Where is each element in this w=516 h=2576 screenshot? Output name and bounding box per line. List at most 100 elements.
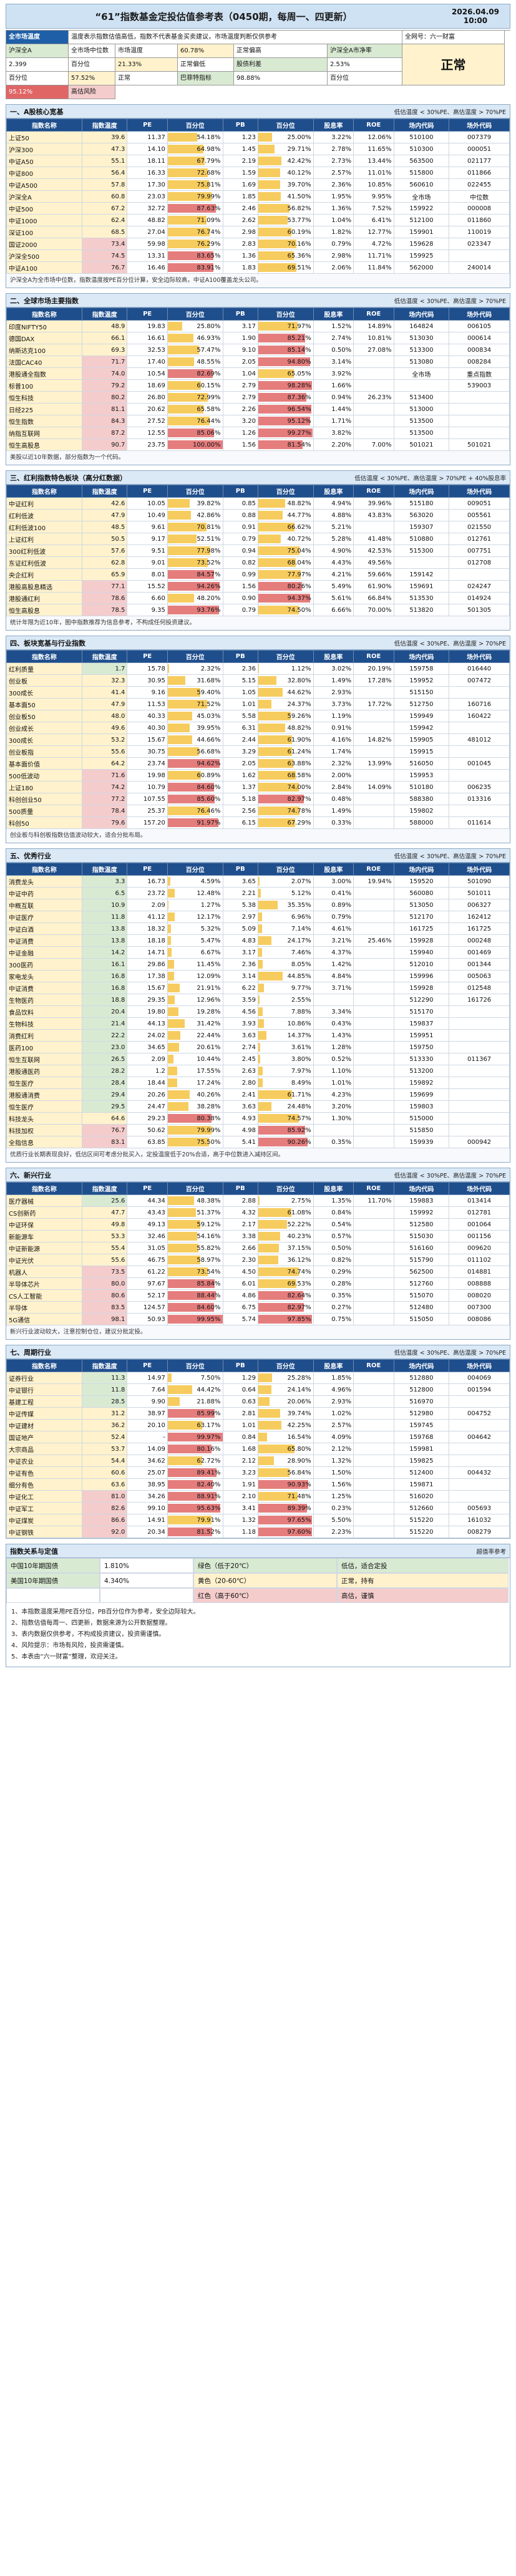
index-name: 红利低波100 bbox=[6, 521, 82, 533]
section-title: 一、A股核心宽基 bbox=[10, 107, 64, 116]
percentile-value: 89.41% bbox=[197, 1469, 221, 1476]
index-name: 基建工程 bbox=[6, 1395, 82, 1408]
pb-percentile: 68.58% bbox=[257, 769, 314, 782]
percentile-value: 40.12% bbox=[287, 169, 311, 177]
pb-value: 3.17 bbox=[222, 320, 258, 332]
index-name: 300红利低波 bbox=[6, 545, 82, 557]
otc-code: 161032 bbox=[449, 1514, 510, 1526]
index-name: 恒生高股息 bbox=[6, 604, 82, 616]
section-header: 四、板块宽基与行业指数 低估温度 < 30%PE、高估温度 > 70%PE bbox=[6, 636, 510, 650]
pe-percentile: 99.97% bbox=[167, 1431, 223, 1443]
index-temperature: 74.2 bbox=[81, 781, 128, 793]
exchange-code: 512170 bbox=[393, 911, 450, 923]
table-row: 基本面价值 64.2 23.74 94.62% 2.05 63.88% 2.32% 13.99… bbox=[6, 757, 510, 770]
table-row: 科创创业50 77.2 107.55 85.60% 5.18 82.97% 0.48% 588… bbox=[6, 793, 510, 805]
exchange-code: 560080 bbox=[393, 887, 450, 899]
exchange-code: 159951 bbox=[393, 1029, 450, 1042]
index-name: 半导体 bbox=[6, 1301, 82, 1314]
exchange-code: 512660 bbox=[393, 1502, 450, 1514]
table-row: 中证红利 42.6 10.05 39.82% 0.85 48.82% 4.94% 39.96%… bbox=[6, 497, 510, 510]
column-header: 股息率 bbox=[313, 650, 354, 663]
pb-value: 0.85 bbox=[222, 497, 258, 510]
pe-value: 20.26 bbox=[127, 1088, 168, 1101]
pe-value: 63.85 bbox=[127, 1136, 168, 1148]
otc-code: 007751 bbox=[449, 545, 510, 557]
pb-value: 3.29 bbox=[222, 745, 258, 758]
percentile-bar bbox=[168, 1492, 217, 1501]
column-header: ROE bbox=[353, 485, 394, 498]
pb-value: 2.05 bbox=[222, 757, 258, 770]
percentile-bar bbox=[168, 1043, 179, 1052]
otc-code: 004642 bbox=[449, 1431, 510, 1443]
percentile-value: 71.52% bbox=[197, 700, 221, 708]
pb-value: 6.22 bbox=[222, 982, 258, 994]
pb-percentile: 25.28% bbox=[257, 1372, 314, 1384]
pe-value: 18.44 bbox=[127, 1077, 168, 1089]
exchange-code: 164824 bbox=[393, 320, 450, 332]
index-name: 全指信息 bbox=[6, 1136, 82, 1148]
pb-percentile: 56.84% bbox=[257, 1466, 314, 1479]
pe-value: 9.17 bbox=[127, 533, 168, 545]
index-temperature: 54.4 bbox=[81, 1455, 128, 1467]
dividend-yield: 1.49% bbox=[313, 674, 354, 687]
pb-percentile: 9.77% bbox=[257, 982, 314, 994]
pb-value: 2.36 bbox=[222, 958, 258, 971]
pe-percentile: 99.95% bbox=[167, 1313, 223, 1325]
percentile-bar bbox=[258, 357, 311, 366]
exchange-code: 515150 bbox=[393, 686, 450, 699]
column-header: 百分位 bbox=[167, 863, 223, 876]
column-header: ROE bbox=[353, 1182, 394, 1195]
dividend-yield: 0.89% bbox=[313, 899, 354, 911]
pe-percentile: 48.55% bbox=[167, 356, 223, 368]
dividend-yield: 1.28% bbox=[313, 1041, 354, 1053]
roe bbox=[353, 1313, 394, 1325]
pb-percentile: 10.86% bbox=[257, 1017, 314, 1030]
percentile-value: 54.16% bbox=[197, 1232, 221, 1240]
pb-value: 2.74 bbox=[222, 1041, 258, 1053]
roe: 61.90% bbox=[353, 580, 394, 593]
pb-value: 0.99 bbox=[222, 568, 258, 581]
footer-cell: 中国10年期国债 bbox=[6, 1558, 100, 1573]
pe-percentile: 60.89% bbox=[167, 769, 223, 782]
otc-code: 009051 bbox=[449, 497, 510, 510]
percentile-value: 62.72% bbox=[197, 1457, 221, 1465]
exchange-code: 513300 bbox=[393, 344, 450, 356]
pb-percentile: 40.12% bbox=[257, 167, 314, 179]
percentile-value: 25.80% bbox=[197, 322, 221, 330]
otc-code: 006235 bbox=[449, 781, 510, 793]
index-name: 港股高股息精选 bbox=[6, 580, 82, 593]
percentile-value: 81.52% bbox=[197, 1528, 221, 1536]
dividend-yield: 3.02% bbox=[313, 662, 354, 675]
percentile-bar bbox=[168, 369, 213, 378]
roe bbox=[353, 686, 394, 699]
table-row: 中证传媒 31.2 38.97 85.99% 2.81 39.74% 1.02% 512980… bbox=[6, 1407, 510, 1420]
dividend-yield: 2.36% bbox=[313, 178, 354, 191]
percentile-value: 76.74% bbox=[197, 228, 221, 236]
exchange-code: 512750 bbox=[393, 698, 450, 710]
percentile-bar bbox=[258, 405, 311, 414]
table-row: 纳斯达克100 69.3 32.53 57.47% 9.10 85.14% 0.50% 27.… bbox=[6, 344, 510, 356]
percentile-value: 10.44% bbox=[197, 1055, 221, 1063]
pb-value: 2.26 bbox=[222, 403, 258, 415]
pb-value: 2.41 bbox=[222, 1088, 258, 1101]
index-name: 创业成长 bbox=[6, 722, 82, 734]
pb-value: 1.69 bbox=[222, 178, 258, 191]
table-row: 恒生互联网 26.5 2.09 10.44% 2.45 3.80% 0.52% 513330 0… bbox=[6, 1053, 510, 1065]
percentile-bar bbox=[168, 499, 190, 508]
pe-value: 29.23 bbox=[127, 1112, 168, 1125]
percentile-value: 84.60% bbox=[197, 783, 221, 791]
roe: 11.71% bbox=[353, 249, 394, 262]
column-header: 场内代码 bbox=[393, 1359, 450, 1372]
index-temperature: 90.7 bbox=[81, 438, 128, 451]
index-temperature: 16.1 bbox=[81, 958, 128, 971]
percentile-value: 5.32% bbox=[200, 925, 221, 932]
roe: 14.89% bbox=[353, 320, 394, 332]
index-temperature: 23.0 bbox=[81, 1041, 128, 1053]
pb-value: 3.17 bbox=[222, 946, 258, 959]
table-row: 纳指互联网 87.2 12.55 85.06% 1.26 99.27% 3.82% 51350… bbox=[6, 427, 510, 439]
pb-percentile: 32.80% bbox=[257, 674, 314, 687]
pe-percentile: 65.58% bbox=[167, 403, 223, 415]
dividend-yield: 1.49% bbox=[313, 805, 354, 817]
percentile-value: 53.77% bbox=[287, 216, 311, 224]
index-temperature: 76.7 bbox=[81, 1124, 128, 1136]
